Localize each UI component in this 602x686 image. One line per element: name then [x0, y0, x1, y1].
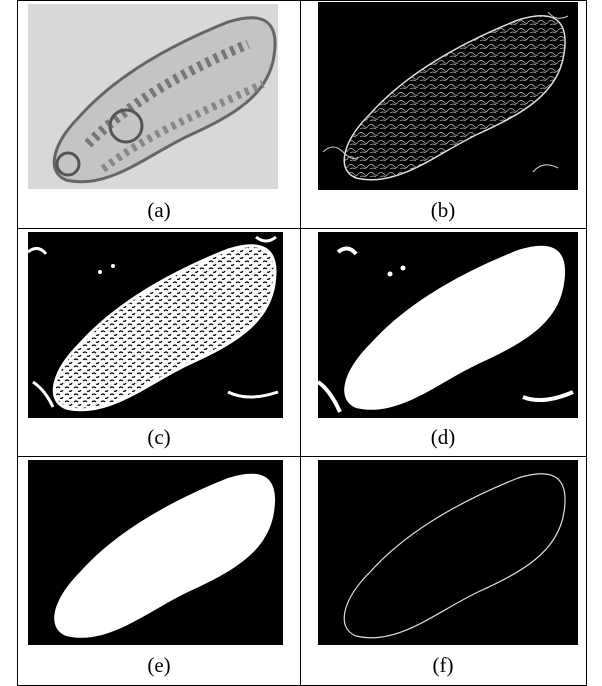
caption: (c) — [147, 425, 170, 449]
caption: (a) — [147, 198, 170, 222]
image-d — [318, 232, 578, 418]
figure: (a) (b) (c) (d) (e) (f) — [0, 0, 602, 686]
caption: (f) — [433, 653, 454, 677]
page: (a) (b) (c) (d) (e) (f) (() => { const d… — [0, 0, 602, 686]
caption: (d) — [431, 425, 456, 449]
image-f — [318, 460, 578, 645]
image-e — [28, 460, 283, 645]
image-b — [318, 2, 578, 190]
caption: (b) — [431, 198, 456, 222]
caption: (e) — [147, 653, 170, 677]
image-c — [28, 232, 283, 418]
image-a — [28, 4, 278, 189]
